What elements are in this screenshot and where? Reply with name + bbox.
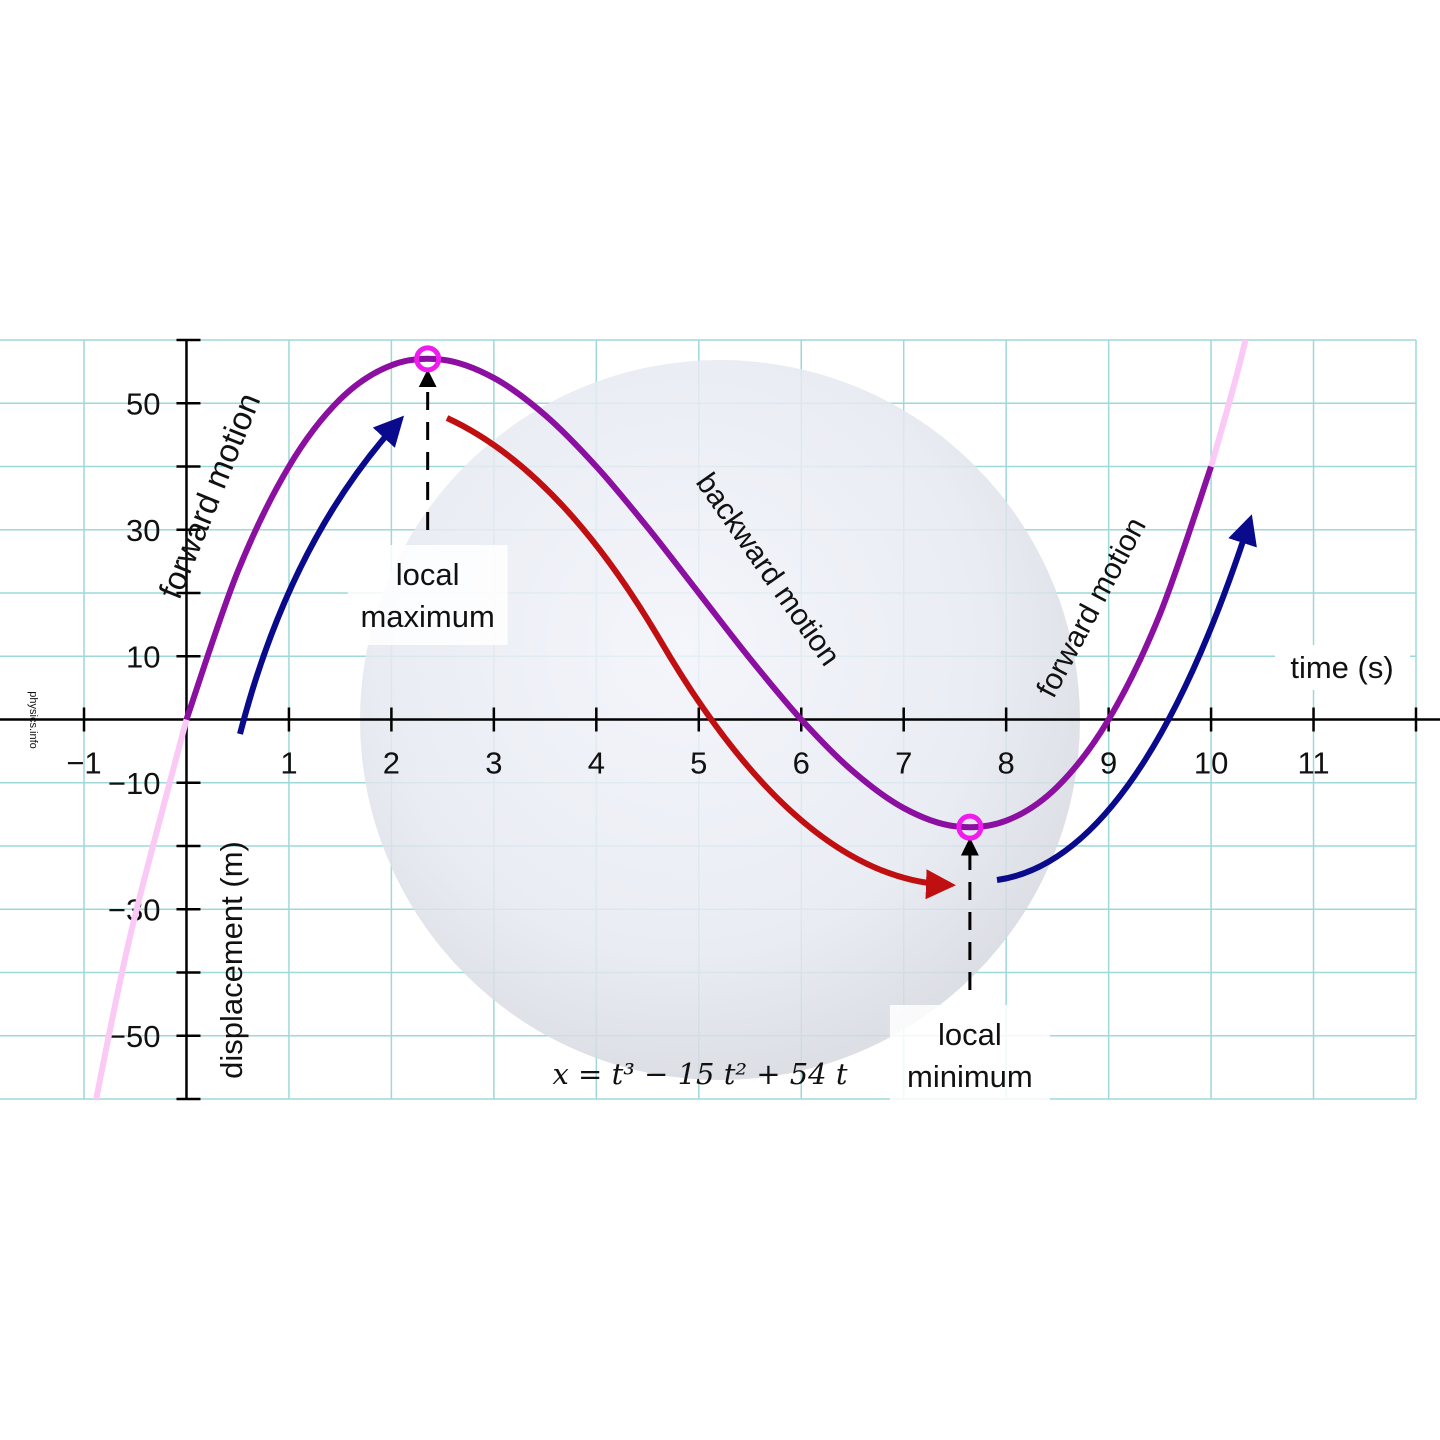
y-tick-label: −50 (108, 1019, 161, 1054)
y-tick-label: 30 (126, 513, 160, 548)
x-tick-label: 11 (1297, 746, 1329, 781)
x-tick-label: 7 (895, 746, 912, 781)
y-tick-label: −10 (108, 766, 161, 801)
curve (1208, 340, 1249, 468)
arrow (996, 514, 1257, 883)
x-tick-label: 3 (485, 746, 502, 781)
annotation: forward motion (151, 388, 267, 604)
curves (93, 340, 1249, 1099)
equation: x = t³ − 15 t² + 54 t (552, 1057, 847, 1091)
arrow (445, 415, 956, 900)
y-tick-label: 50 (126, 386, 160, 421)
extremum-label: maximum (360, 599, 494, 634)
extremum-marker (414, 345, 442, 373)
x-tick-label: 9 (1100, 746, 1117, 781)
extrema: local maximum local minimum (347, 345, 1050, 1105)
label-bg (1275, 645, 1410, 690)
x-tick-label: 1 (280, 746, 297, 781)
curve (183, 355, 1214, 831)
extremum-label: local (396, 557, 460, 592)
extremum-label: minimum (907, 1059, 1033, 1094)
extremum-marker (956, 813, 984, 841)
x-tick-label: 2 (383, 746, 400, 781)
label-bg (889, 1005, 1050, 1105)
x-axis-label: time (s) (1290, 650, 1393, 685)
y-axis-label: displacement (m) (214, 841, 249, 1079)
curve (93, 718, 190, 1099)
x-tick-label: 6 (793, 746, 810, 781)
arrow (237, 415, 405, 735)
y-tick-label: 10 (126, 639, 160, 674)
x-tick-label: 5 (690, 746, 707, 781)
motion-arrows (237, 415, 1257, 900)
x-tick-label: 10 (1194, 746, 1228, 781)
x-tick-label: 4 (588, 746, 605, 781)
label-bg (347, 545, 508, 645)
watermark: physics.info (27, 691, 39, 748)
x-tick-label: −1 (66, 746, 101, 781)
extremum-label: local (938, 1017, 1002, 1052)
x-tick-label: 8 (998, 746, 1015, 781)
